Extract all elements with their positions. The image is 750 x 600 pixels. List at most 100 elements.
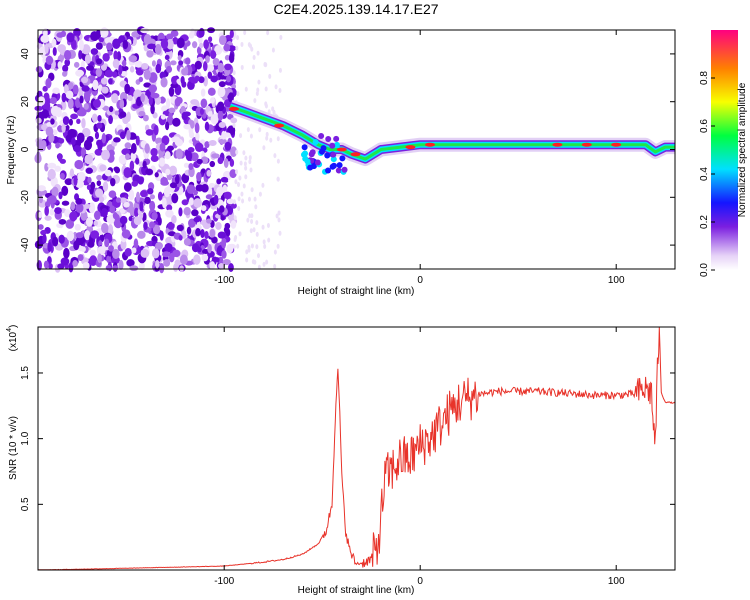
noise-cell bbox=[75, 232, 84, 239]
noise-cell bbox=[198, 185, 203, 192]
snr-x-ticks: -100 0 100 bbox=[214, 327, 625, 587]
noise-cell bbox=[43, 260, 49, 269]
noise-cell bbox=[191, 41, 198, 49]
noise-cell bbox=[157, 191, 163, 201]
noise-cell bbox=[96, 246, 106, 256]
noise-cell bbox=[269, 137, 273, 143]
ridge-blob bbox=[333, 141, 340, 148]
noise-cell bbox=[133, 216, 142, 226]
noise-cell bbox=[97, 114, 102, 122]
snr-panel: -100 0 100 0.5 1.0 1.5 Height of straight li… bbox=[6, 325, 676, 596]
noise-cell bbox=[94, 148, 103, 156]
noise-cell bbox=[232, 199, 236, 205]
noise-cell bbox=[258, 127, 262, 133]
noise-cell bbox=[87, 176, 92, 184]
noise-cell bbox=[37, 111, 47, 118]
noise-cell bbox=[58, 218, 67, 225]
noise-cell bbox=[181, 111, 188, 121]
noise-cell bbox=[109, 205, 116, 214]
noise-cell bbox=[241, 198, 245, 204]
noise-cell bbox=[140, 190, 148, 198]
noise-cell bbox=[83, 203, 91, 209]
noise-cell bbox=[233, 215, 237, 221]
noise-cell bbox=[122, 39, 129, 50]
noise-cell bbox=[250, 243, 254, 249]
noise-cell bbox=[100, 77, 108, 85]
noise-cell bbox=[252, 227, 256, 233]
noise-cell bbox=[250, 218, 254, 224]
noise-cell bbox=[220, 176, 229, 183]
noise-cell bbox=[261, 224, 265, 230]
noise-cell bbox=[164, 151, 171, 160]
noise-cell bbox=[183, 162, 190, 168]
noise-cell bbox=[198, 76, 205, 84]
noise-cell bbox=[198, 42, 204, 49]
noise-cell bbox=[186, 226, 192, 235]
noise-cell bbox=[278, 87, 282, 93]
colorbar-tick-label: 0.4 bbox=[699, 167, 710, 181]
noise-cell bbox=[101, 208, 108, 218]
noise-cell bbox=[81, 76, 89, 84]
noise-cell bbox=[129, 160, 135, 172]
noise-cell bbox=[60, 30, 67, 38]
noise-cell bbox=[221, 130, 226, 140]
noise-cell bbox=[35, 66, 43, 73]
noise-cell bbox=[74, 97, 81, 109]
noise-cell bbox=[179, 254, 188, 265]
noise-cell bbox=[108, 149, 115, 157]
noise-cell bbox=[235, 45, 239, 51]
noise-cell bbox=[102, 52, 110, 62]
noise-cell bbox=[124, 83, 131, 94]
noise-cell bbox=[52, 46, 57, 56]
noise-cell bbox=[200, 229, 205, 239]
noise-cell bbox=[126, 111, 131, 122]
noise-cell bbox=[129, 66, 135, 73]
ridge-blob bbox=[330, 151, 337, 158]
noise-cell bbox=[234, 179, 238, 185]
noise-cell bbox=[244, 86, 248, 92]
noise-cell bbox=[92, 99, 101, 108]
noise-cell bbox=[80, 246, 86, 253]
noise-cell bbox=[238, 231, 242, 237]
noise-cell bbox=[181, 199, 189, 206]
noise-cell bbox=[249, 133, 253, 139]
ridge-blob bbox=[329, 142, 336, 149]
noise-cell bbox=[165, 168, 171, 176]
noise-cell bbox=[131, 247, 137, 254]
noise-cell bbox=[51, 38, 57, 48]
noise-cell bbox=[140, 248, 150, 258]
noise-cell bbox=[183, 123, 192, 130]
spectrogram-x-ticks: -100 0 100 bbox=[214, 30, 625, 286]
noise-cell bbox=[90, 31, 99, 42]
noise-cell bbox=[240, 191, 244, 197]
snr-y-scale-label: (x10 bbox=[8, 331, 19, 351]
noise-cell bbox=[148, 72, 158, 84]
noise-cell bbox=[261, 182, 265, 188]
noise-cell bbox=[108, 115, 113, 125]
noise-cell bbox=[63, 84, 69, 94]
noise-cell bbox=[128, 216, 133, 222]
noise-cell bbox=[262, 261, 266, 267]
noise-cell bbox=[264, 101, 268, 107]
noise-cell bbox=[111, 93, 119, 104]
noise-cell bbox=[151, 60, 156, 67]
noise-cell bbox=[205, 55, 210, 64]
noise-cell bbox=[56, 107, 62, 118]
noise-cell bbox=[215, 222, 222, 230]
noise-cell bbox=[166, 98, 171, 109]
noise-cell bbox=[218, 81, 226, 88]
noise-cell bbox=[75, 69, 85, 77]
noise-cell bbox=[101, 222, 109, 234]
noise-cell bbox=[81, 85, 90, 92]
noise-cell bbox=[228, 263, 234, 272]
noise-cell bbox=[120, 70, 128, 77]
noise-cell bbox=[45, 77, 52, 89]
noise-cell bbox=[148, 95, 153, 106]
noise-cell bbox=[54, 207, 62, 215]
noise-cell bbox=[210, 113, 219, 125]
spectrogram-y-label: Frequency (Hz) bbox=[6, 116, 17, 185]
noise-cell bbox=[145, 168, 154, 176]
noise-cell bbox=[51, 186, 59, 198]
noise-cell bbox=[166, 33, 174, 40]
noise-cell bbox=[188, 131, 195, 139]
